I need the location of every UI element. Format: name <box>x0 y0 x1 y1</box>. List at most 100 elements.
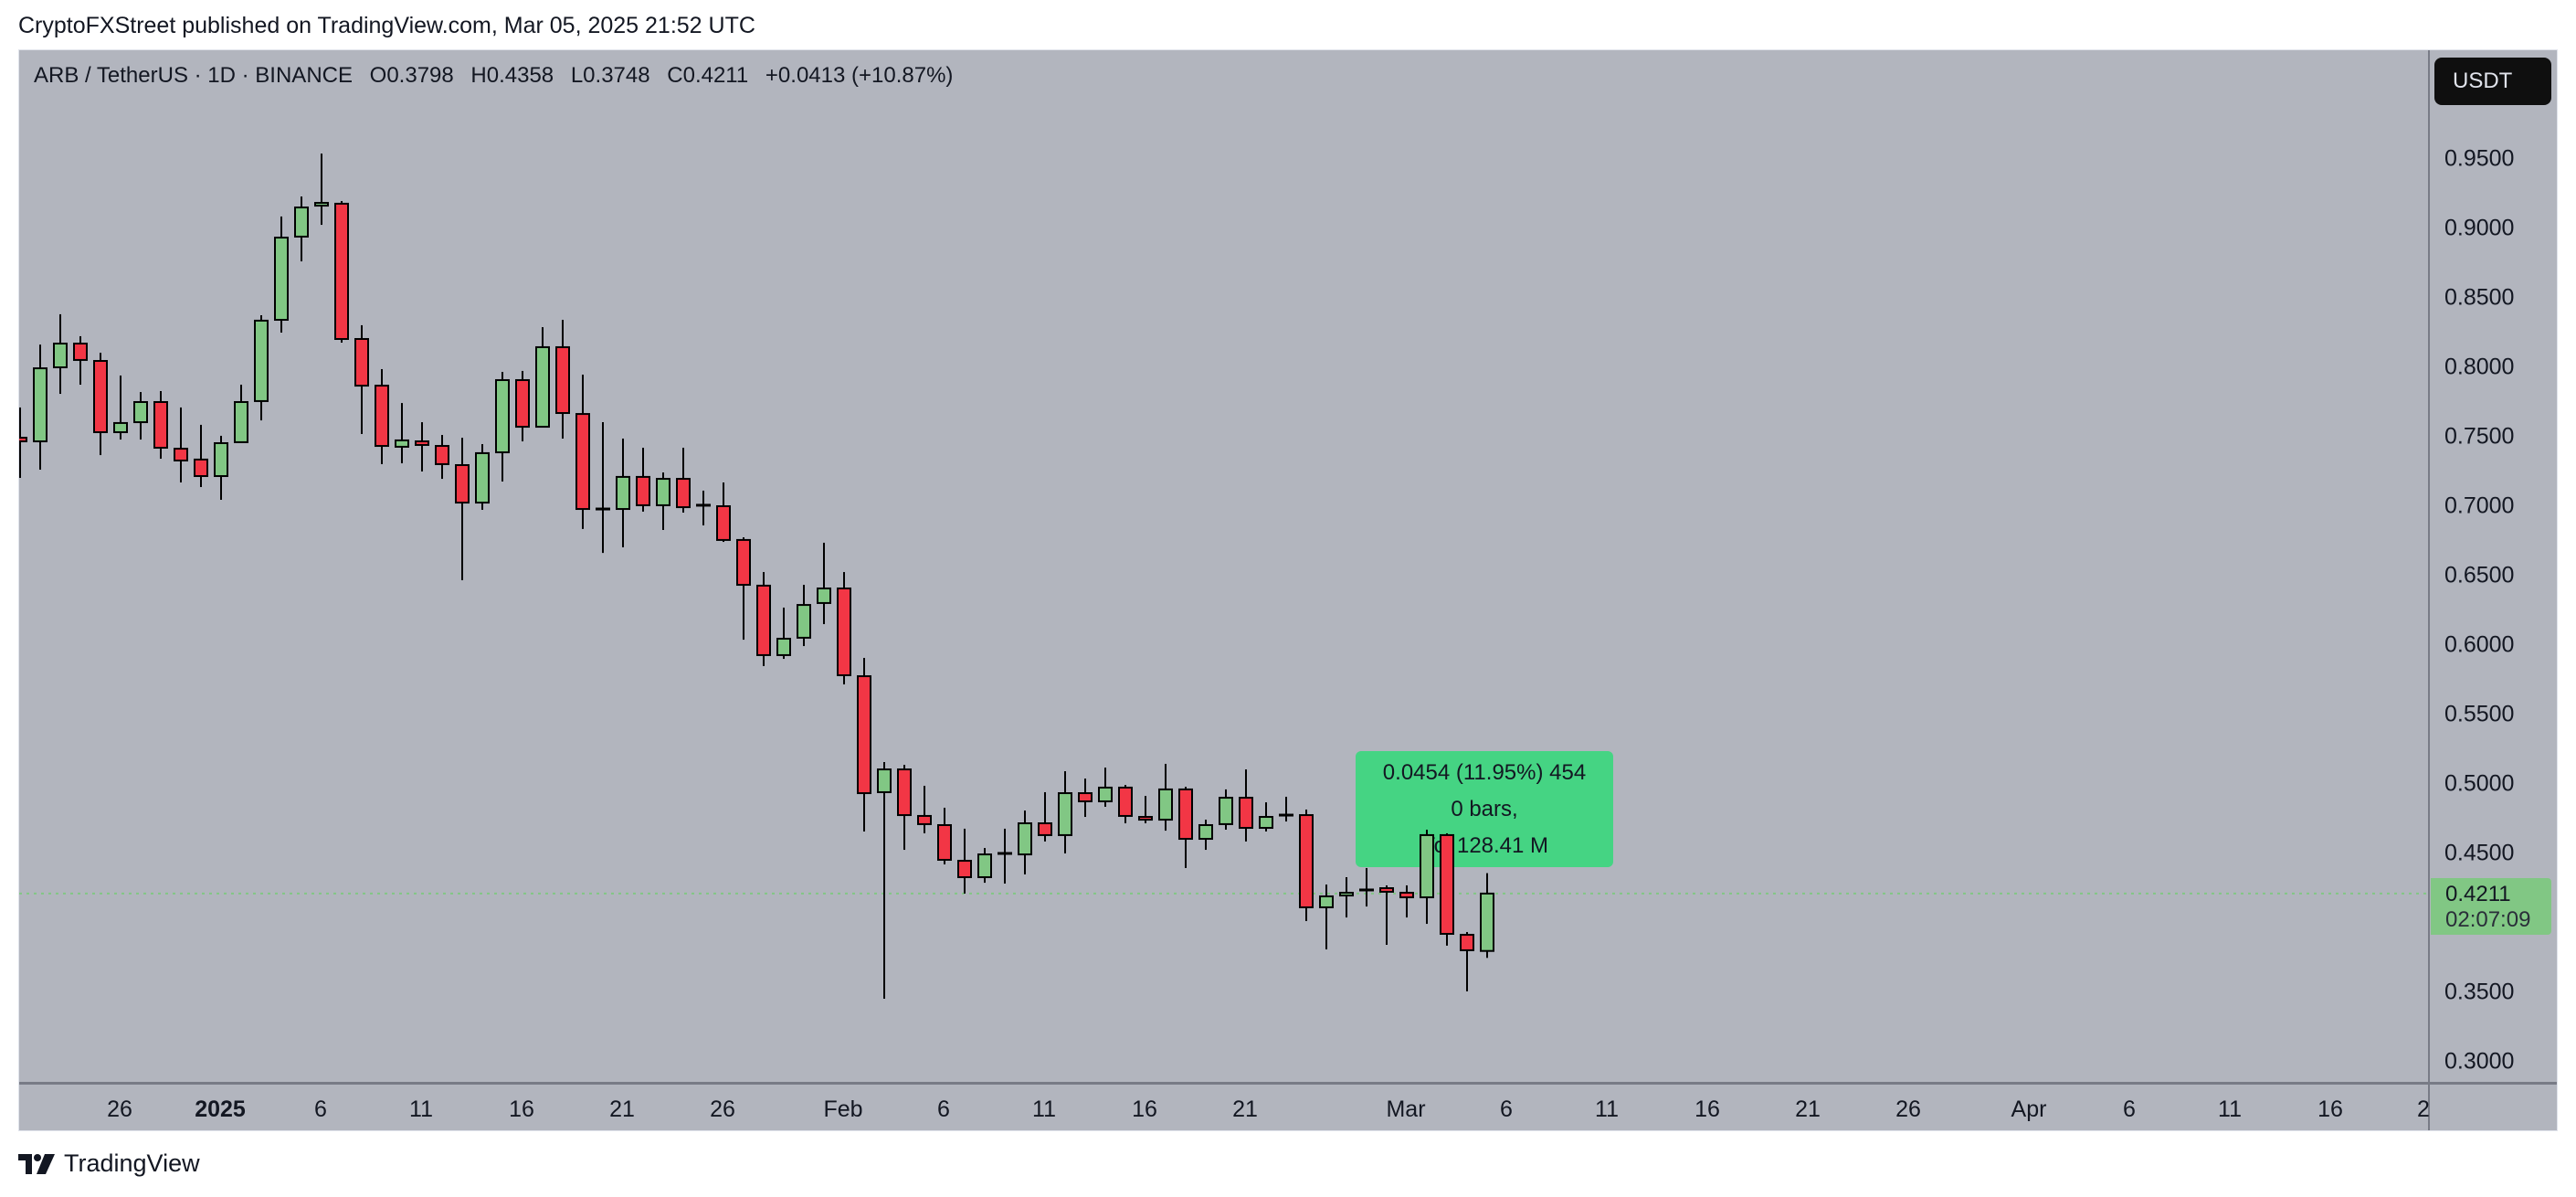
time-tick-label: 11 <box>1032 1096 1056 1122</box>
candle <box>1118 785 1133 824</box>
legend-close: C0.4211 <box>667 63 749 88</box>
time-tick-label: Apr <box>2011 1096 2047 1122</box>
time-tick-label: 21 <box>1795 1096 1821 1122</box>
candle <box>1359 867 1374 907</box>
candle <box>1319 885 1334 950</box>
candle <box>1038 791 1052 842</box>
candle <box>676 448 691 513</box>
candle <box>1379 885 1394 946</box>
candle <box>1259 802 1273 832</box>
time-tick-label: 16 <box>509 1096 534 1122</box>
publish-attribution: CryptoFXStreet published on TradingView.… <box>18 13 755 38</box>
measure-price-change: 0.0454 (11.95%) 454 <box>1382 760 1587 785</box>
candle <box>495 372 510 482</box>
currency-unit-button[interactable]: USDT <box>2434 58 2551 105</box>
price-tick-label: 0.8000 <box>2444 354 2515 380</box>
candle <box>33 344 48 471</box>
candle <box>1460 932 1474 991</box>
time-tick-label: 11 <box>1595 1096 1619 1122</box>
chart-pane[interactable]: ARB / TetherUS · 1D · BINANCE O0.3798 H0… <box>18 49 2558 1131</box>
symbol-title[interactable]: ARB / TetherUS · 1D · BINANCE <box>34 63 353 88</box>
tradingview-wordmark: TradingView <box>64 1149 200 1177</box>
candle <box>214 435 228 501</box>
candle <box>274 216 289 333</box>
candle <box>334 201 349 343</box>
candle <box>1420 830 1434 925</box>
time-tick-label: 11 <box>2218 1096 2242 1122</box>
candle <box>375 368 389 464</box>
price-tick-label: 0.3000 <box>2444 1048 2515 1075</box>
candle <box>716 482 731 543</box>
candle <box>194 424 208 488</box>
time-tick-label: Mar <box>1386 1096 1426 1122</box>
price-tick-label: 0.7000 <box>2444 493 2515 519</box>
candle <box>1399 885 1414 918</box>
candle <box>1339 876 1354 918</box>
candle <box>857 657 871 832</box>
time-tick-label: 26 <box>107 1096 132 1122</box>
candle <box>1440 832 1454 946</box>
time-tick-label: 6 <box>1500 1096 1513 1122</box>
candle <box>555 320 570 439</box>
symbol-legend: ARB / TetherUS · 1D · BINANCE O0.3798 H0… <box>34 63 964 89</box>
candle <box>837 572 851 685</box>
candle <box>19 407 27 478</box>
candle <box>1158 763 1173 832</box>
candle <box>756 572 771 666</box>
candle <box>897 765 912 851</box>
candle <box>113 375 128 440</box>
candle <box>1198 820 1213 851</box>
candle <box>1219 789 1233 831</box>
time-tick-label: 6 <box>314 1096 327 1122</box>
time-axis-divider <box>19 1082 2557 1085</box>
candle <box>1178 787 1193 868</box>
candle <box>153 390 168 460</box>
candle <box>475 444 490 510</box>
time-tick-label: 21 <box>609 1096 635 1122</box>
price-tick-label: 0.9500 <box>2444 145 2515 172</box>
price-tick-label: 0.9000 <box>2444 215 2515 241</box>
time-tick-label: 2 <box>2417 1096 2430 1122</box>
last-price-value: 0.4211 <box>2445 882 2511 906</box>
time-tick-label: 26 <box>710 1096 735 1122</box>
price-tick-label: 0.6500 <box>2444 562 2515 588</box>
candle-overlay <box>1339 830 1474 991</box>
tradingview-logo[interactable]: TradingView <box>18 1149 200 1178</box>
candle <box>354 324 369 434</box>
legend-high: H0.4358 <box>470 63 554 88</box>
candle <box>575 375 590 529</box>
tradingview-logo-icon <box>18 1153 55 1174</box>
candle <box>93 353 108 456</box>
candle <box>1480 873 1494 959</box>
candle <box>696 490 711 525</box>
candle <box>53 313 68 395</box>
last-price-label: 0.4211 02:07:09 <box>2431 878 2551 935</box>
candle <box>776 607 791 660</box>
candle <box>415 422 429 471</box>
candle <box>596 422 610 554</box>
candle <box>254 315 269 421</box>
time-tick-label: 21 <box>1232 1096 1258 1122</box>
candle <box>616 438 630 547</box>
time-tick-label: 11 <box>409 1096 433 1122</box>
time-tick-label: 6 <box>937 1096 950 1122</box>
candle <box>1138 796 1153 824</box>
price-tick-label: 0.6000 <box>2444 631 2515 658</box>
price-tick-label: 0.3500 <box>2444 979 2515 1005</box>
candle <box>73 335 88 385</box>
price-tick-label: 0.8500 <box>2444 284 2515 311</box>
candle <box>977 848 992 884</box>
candle <box>314 154 329 226</box>
candle <box>455 438 470 581</box>
price-tick-label: 0.7500 <box>2444 423 2515 450</box>
candle <box>294 196 309 262</box>
measure-bar-count: 0 bars, <box>1451 797 1518 821</box>
bar-close-countdown: 02:07:09 <box>2445 907 2531 932</box>
candlestick-plot[interactable] <box>19 50 2428 1082</box>
candle <box>515 370 530 442</box>
price-axis-divider <box>2428 50 2430 1130</box>
candle <box>937 807 952 865</box>
candle <box>395 403 409 464</box>
candle <box>797 585 811 647</box>
price-tick-label: 0.4500 <box>2444 840 2515 866</box>
